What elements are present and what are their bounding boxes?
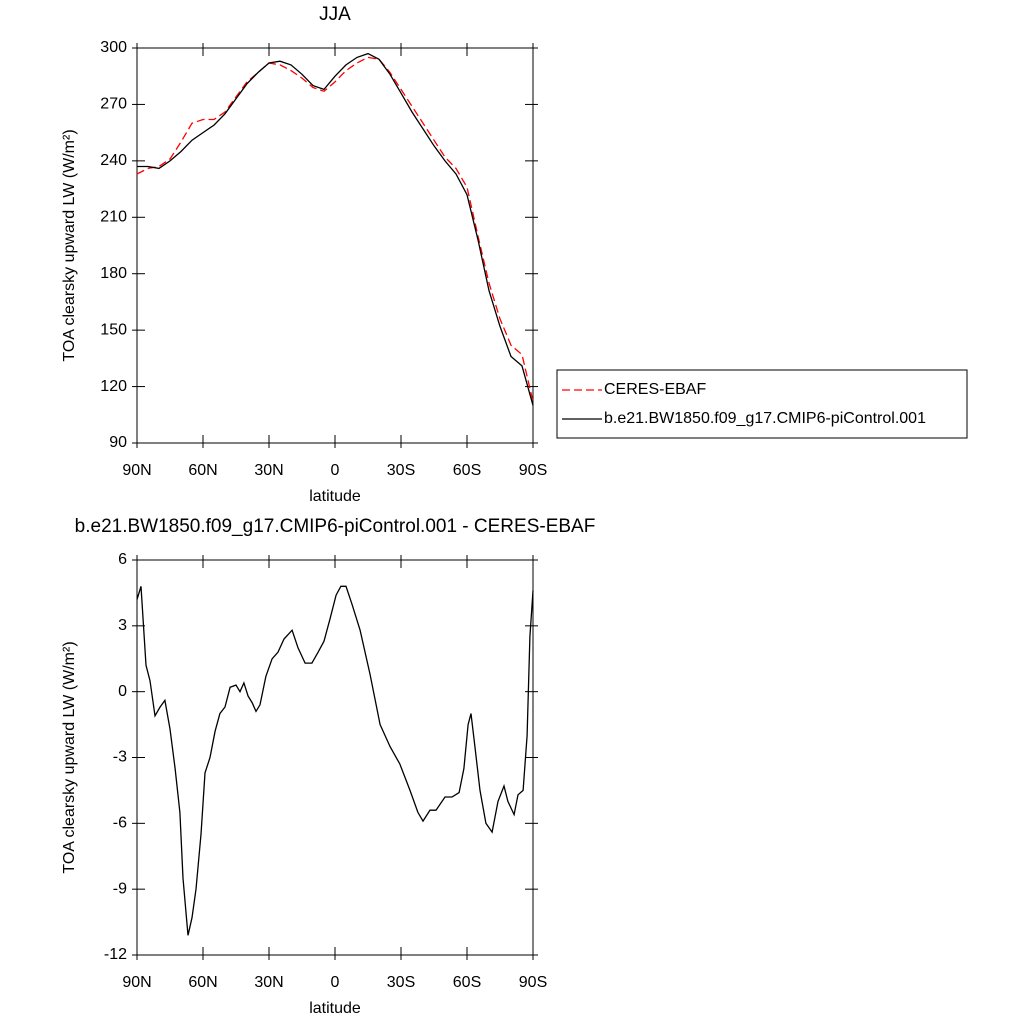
legend-label: b.e21.BW1850.f09_g17.CMIP6-piControl.001 [604, 410, 926, 427]
y-tick-label: -6 [113, 815, 127, 832]
x-tick-label: 90S [519, 462, 547, 479]
data-line [136, 585, 534, 936]
legend-label: CERES-EBAF [604, 381, 706, 398]
data-line [136, 56, 534, 402]
y-axis-label: TOA clearsky upward LW (W/m²) [61, 641, 78, 873]
y-tick-label: -9 [113, 880, 127, 897]
x-tick-label: 60N [188, 462, 217, 479]
x-axis-label: latitude [309, 488, 361, 505]
y-tick-label: -3 [113, 749, 127, 766]
x-tick-label: 90S [519, 974, 547, 991]
x-tick-label: 30S [387, 462, 415, 479]
y-tick-label: 150 [100, 321, 127, 338]
y-tick-label: 3 [118, 617, 127, 634]
chart-title: JJA [319, 4, 351, 25]
y-tick-label: 240 [100, 152, 127, 169]
x-tick-label: 30S [387, 974, 415, 991]
y-tick-label: 300 [100, 39, 127, 56]
legend-box [556, 369, 968, 439]
x-tick-label: 90N [122, 974, 151, 991]
y-tick-label: 270 [100, 96, 127, 113]
x-tick-label: 0 [331, 974, 340, 991]
y-tick-label: 210 [100, 209, 127, 226]
x-tick-label: 60S [453, 974, 481, 991]
y-tick-label: 180 [100, 265, 127, 282]
data-line [137, 52, 534, 406]
x-tick-label: 60N [188, 974, 217, 991]
y-tick-label: 6 [118, 551, 127, 568]
x-tick-label: 60S [453, 462, 481, 479]
y-tick-label: 90 [109, 434, 127, 451]
y-tick-label: 120 [100, 378, 127, 395]
y-tick-label: -12 [104, 946, 127, 963]
x-tick-label: 0 [331, 462, 340, 479]
y-axis-label: TOA clearsky upward LW (W/m²) [61, 129, 78, 361]
x-tick-label: 30N [254, 974, 283, 991]
y-tick-label: 0 [118, 683, 127, 700]
x-tick-label: 90N [122, 462, 151, 479]
chart-title: b.e21.BW1850.f09_g17.CMIP6-piControl.001… [75, 516, 596, 537]
x-axis-label: latitude [309, 1000, 361, 1017]
x-tick-label: 30N [254, 462, 283, 479]
